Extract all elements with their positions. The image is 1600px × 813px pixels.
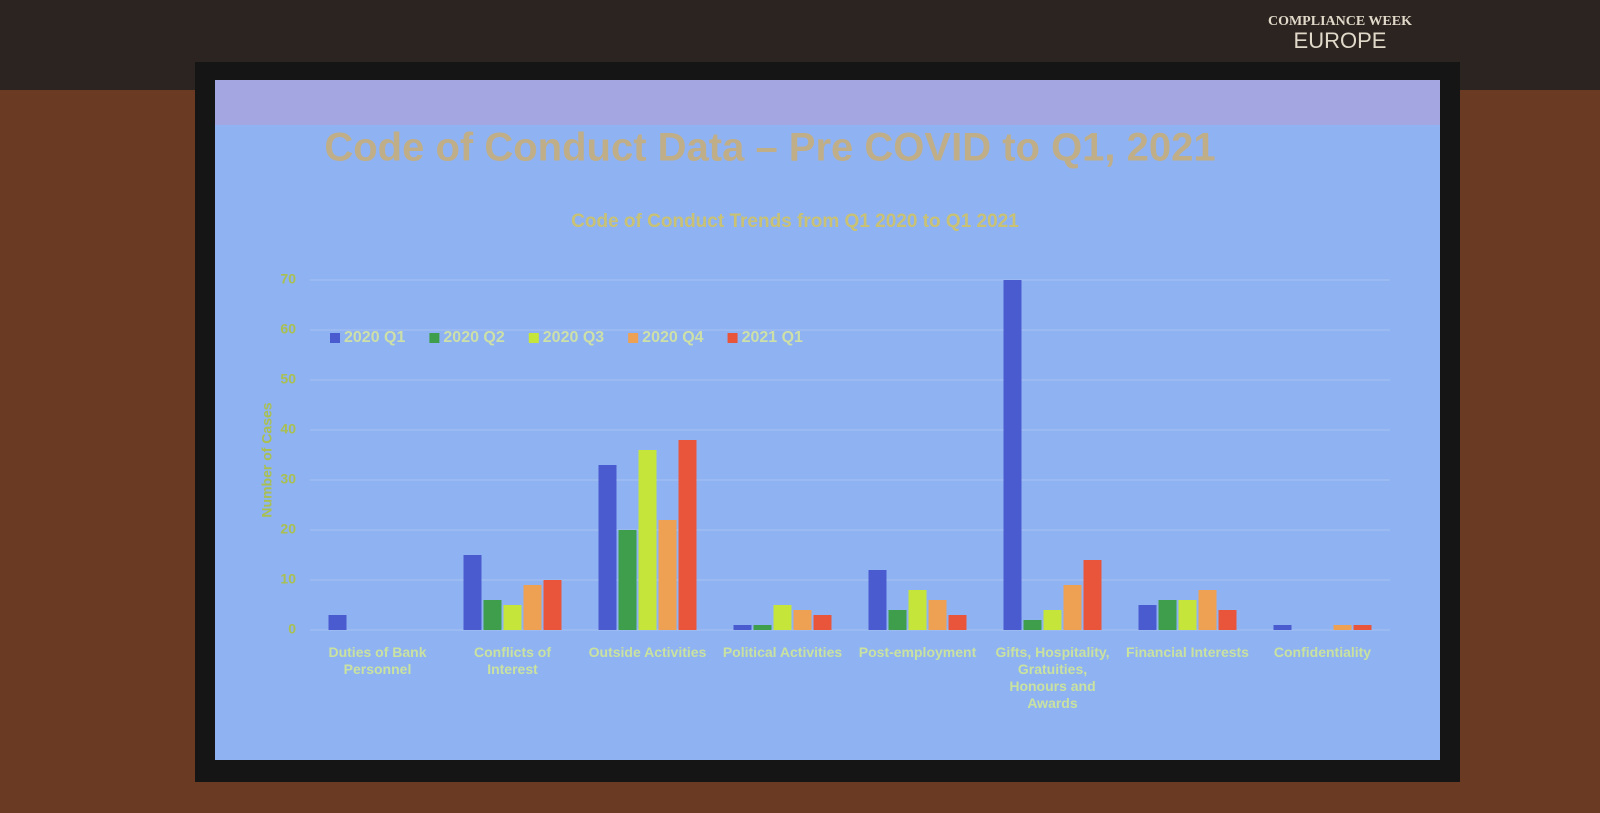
bar	[1218, 610, 1237, 630]
bar	[1138, 605, 1157, 630]
x-tick-label: Gifts, Hospitality, Gratuities, Honours …	[995, 644, 1110, 711]
bar	[503, 605, 522, 630]
y-axis-label: Number of Cases	[259, 402, 275, 517]
legend-label: 2020 Q4	[642, 329, 703, 346]
y-tick-label: 30	[280, 471, 296, 487]
bar	[678, 440, 697, 630]
legend-swatch	[528, 333, 539, 343]
y-tick-label: 70	[280, 271, 296, 287]
bar	[523, 585, 542, 630]
legend-swatch	[429, 333, 440, 343]
legend-label: 2020 Q1	[344, 329, 405, 346]
legend-label: 2021 Q1	[742, 329, 803, 346]
bar	[1333, 625, 1352, 630]
bar	[463, 555, 482, 630]
bar	[658, 520, 677, 630]
bar	[638, 450, 657, 630]
legend-swatch	[727, 333, 738, 343]
bar	[598, 465, 617, 630]
x-tick-label: Political Activities	[722, 644, 843, 660]
bar	[1198, 590, 1217, 630]
x-tick-label: Post-employment	[858, 644, 977, 660]
x-tick-label: Conflicts of Interest	[474, 644, 551, 677]
y-tick-label: 10	[280, 571, 296, 587]
x-tick-label: Duties of Bank Personnel	[328, 644, 427, 677]
y-tick-label: 50	[280, 371, 296, 387]
legend-swatch	[628, 333, 639, 343]
bar	[618, 530, 637, 630]
bar	[928, 600, 947, 630]
bar	[1158, 600, 1177, 630]
legend-swatch	[330, 333, 340, 343]
legend-label: 2020 Q3	[543, 329, 604, 346]
logo-line: COMPLIANCE WEEK	[1268, 14, 1412, 29]
y-tick-label: 60	[280, 321, 296, 337]
bar	[1023, 620, 1042, 630]
bar	[543, 580, 562, 630]
bar	[1273, 625, 1292, 630]
bar	[888, 610, 907, 630]
chart-title: Code of Conduct Trends from Q1 2020 to Q…	[571, 211, 1019, 232]
bar	[1003, 280, 1022, 630]
slide	[215, 80, 1440, 760]
slide-header-band	[215, 80, 1440, 125]
bar	[733, 625, 752, 630]
bar	[1178, 600, 1197, 630]
y-tick-label: 20	[280, 521, 296, 537]
bar	[773, 605, 792, 630]
bar	[1063, 585, 1082, 630]
bar	[328, 615, 347, 630]
bar	[483, 600, 502, 630]
bar	[813, 615, 832, 630]
x-tick-label: Financial Interests	[1126, 644, 1249, 660]
logo-line: EUROPE	[1294, 28, 1387, 53]
bar	[948, 615, 967, 630]
bar	[753, 625, 772, 630]
bar	[908, 590, 927, 630]
legend-label: 2020 Q2	[443, 329, 504, 346]
slide-title: Code of Conduct Data – Pre COVID to Q1, …	[324, 126, 1215, 170]
y-tick-label: 0	[288, 621, 296, 637]
bar	[1043, 610, 1062, 630]
bar	[868, 570, 887, 630]
bar	[793, 610, 812, 630]
x-tick-label: Outside Activities	[588, 644, 707, 660]
y-tick-label: 40	[280, 421, 296, 437]
x-tick-label: Confidentiality	[1273, 644, 1372, 660]
bar	[1083, 560, 1102, 630]
bar	[1353, 625, 1372, 630]
